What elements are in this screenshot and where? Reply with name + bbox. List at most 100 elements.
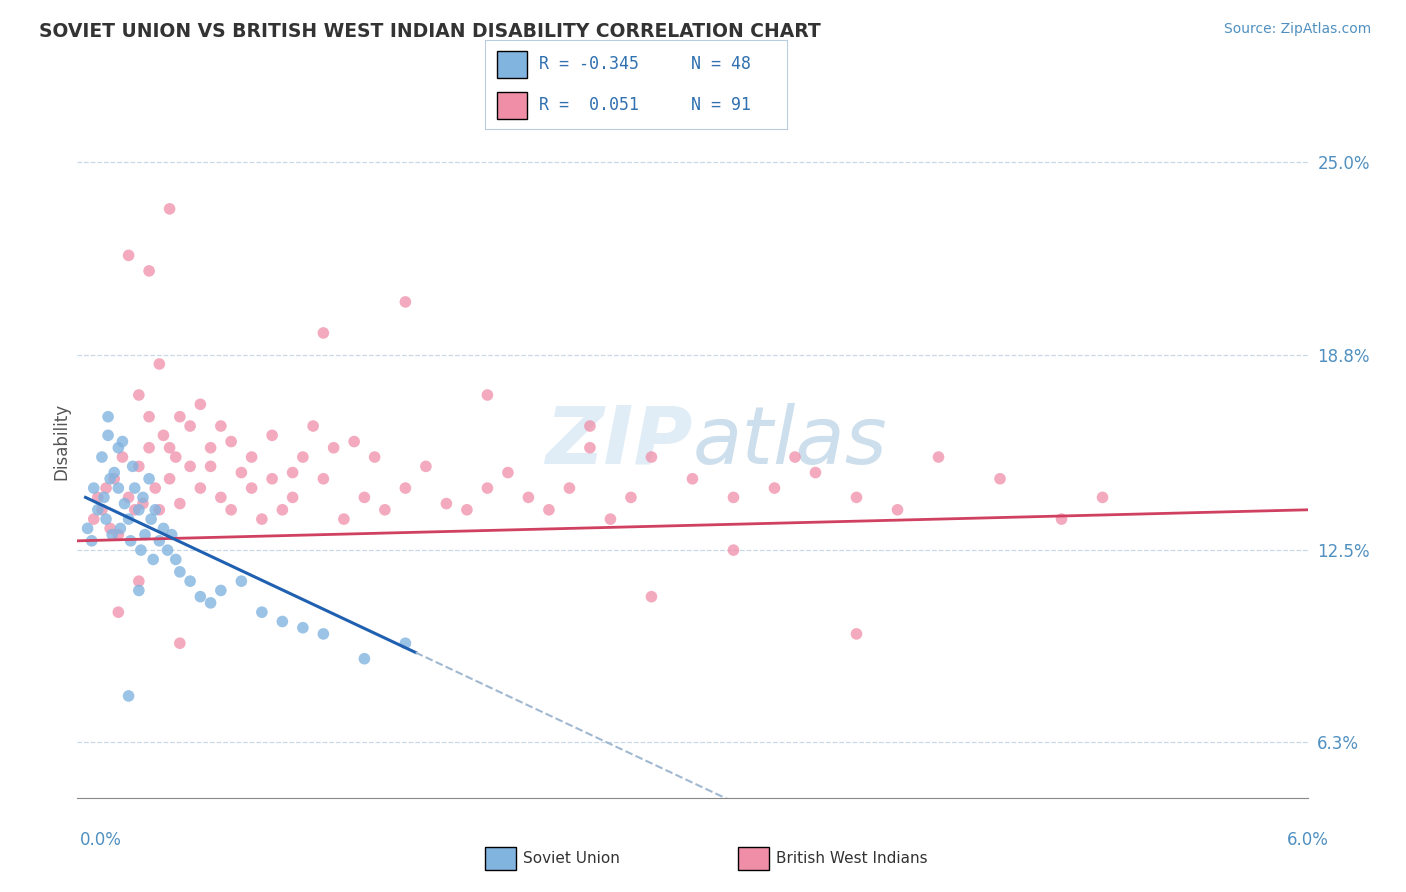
Text: R =  0.051: R = 0.051 bbox=[540, 96, 640, 114]
Point bbox=[1091, 491, 1114, 505]
Point bbox=[90, 503, 114, 517]
Text: N = 91: N = 91 bbox=[690, 96, 751, 114]
Point bbox=[200, 459, 222, 474]
Point bbox=[141, 512, 163, 526]
Point bbox=[160, 527, 183, 541]
Point bbox=[103, 466, 125, 480]
Point bbox=[783, 450, 806, 464]
Point bbox=[83, 481, 105, 495]
Point bbox=[456, 503, 478, 517]
Point bbox=[165, 450, 187, 464]
Point bbox=[231, 466, 253, 480]
Point bbox=[138, 264, 160, 278]
Point bbox=[132, 491, 155, 505]
Point bbox=[107, 605, 129, 619]
Point bbox=[281, 466, 304, 480]
Point bbox=[188, 481, 212, 495]
Point bbox=[374, 503, 396, 517]
Point bbox=[103, 472, 125, 486]
Point bbox=[620, 491, 643, 505]
Point bbox=[517, 491, 540, 505]
Point bbox=[845, 491, 868, 505]
Point bbox=[179, 574, 201, 589]
Point bbox=[394, 636, 416, 650]
Point bbox=[250, 605, 273, 619]
Point bbox=[148, 533, 170, 548]
Point bbox=[599, 512, 621, 526]
Point bbox=[250, 512, 273, 526]
Point bbox=[138, 441, 160, 455]
Point bbox=[94, 512, 117, 526]
Point bbox=[209, 419, 232, 434]
Point bbox=[114, 497, 136, 511]
Point bbox=[723, 491, 745, 505]
Point bbox=[291, 621, 314, 635]
Point bbox=[240, 481, 263, 495]
Point bbox=[312, 326, 335, 340]
Point bbox=[143, 481, 166, 495]
Text: SOVIET UNION VS BRITISH WEST INDIAN DISABILITY CORRELATION CHART: SOVIET UNION VS BRITISH WEST INDIAN DISA… bbox=[39, 22, 821, 41]
Point bbox=[312, 627, 335, 641]
Point bbox=[394, 481, 416, 495]
Text: Source: ZipAtlas.com: Source: ZipAtlas.com bbox=[1223, 22, 1371, 37]
Point bbox=[302, 419, 325, 434]
Point bbox=[90, 450, 114, 464]
Text: 0.0%: 0.0% bbox=[80, 831, 122, 849]
Point bbox=[93, 491, 115, 505]
Point bbox=[240, 450, 263, 464]
Point bbox=[117, 248, 139, 262]
Text: N = 48: N = 48 bbox=[690, 55, 751, 73]
Point bbox=[231, 574, 253, 589]
Point bbox=[886, 503, 908, 517]
Point bbox=[107, 481, 129, 495]
Point bbox=[436, 497, 458, 511]
Point bbox=[262, 428, 284, 442]
Point bbox=[169, 636, 191, 650]
Point bbox=[121, 459, 143, 474]
Point bbox=[209, 583, 232, 598]
Point bbox=[682, 472, 704, 486]
Point bbox=[143, 503, 166, 517]
Point bbox=[159, 441, 181, 455]
Point bbox=[353, 651, 375, 665]
Point bbox=[117, 491, 139, 505]
Point bbox=[271, 615, 294, 629]
Point bbox=[148, 503, 170, 517]
Point bbox=[98, 521, 121, 535]
Point bbox=[94, 481, 117, 495]
Point bbox=[83, 512, 105, 526]
Point bbox=[496, 466, 519, 480]
Point bbox=[111, 450, 134, 464]
Point bbox=[142, 552, 165, 566]
Point bbox=[107, 441, 129, 455]
Point bbox=[120, 533, 142, 548]
Point bbox=[219, 434, 242, 449]
Point bbox=[124, 503, 146, 517]
FancyBboxPatch shape bbox=[498, 92, 527, 119]
Point bbox=[477, 481, 499, 495]
Point bbox=[111, 434, 134, 449]
Point bbox=[128, 459, 150, 474]
Point bbox=[579, 441, 602, 455]
Point bbox=[763, 481, 786, 495]
Point bbox=[156, 543, 179, 558]
Point bbox=[110, 521, 132, 535]
Text: atlas: atlas bbox=[693, 402, 887, 481]
Point bbox=[76, 521, 98, 535]
Point bbox=[98, 472, 121, 486]
Point bbox=[343, 434, 366, 449]
Text: British West Indians: British West Indians bbox=[776, 851, 928, 865]
Point bbox=[640, 590, 662, 604]
Point bbox=[477, 388, 499, 402]
FancyBboxPatch shape bbox=[498, 51, 527, 78]
Point bbox=[179, 419, 201, 434]
Point bbox=[322, 441, 344, 455]
Point bbox=[281, 491, 304, 505]
Point bbox=[132, 497, 155, 511]
Text: 6.0%: 6.0% bbox=[1286, 831, 1329, 849]
Point bbox=[723, 543, 745, 558]
Point bbox=[988, 472, 1011, 486]
Point bbox=[394, 294, 416, 309]
Point bbox=[640, 450, 662, 464]
Point bbox=[209, 491, 232, 505]
